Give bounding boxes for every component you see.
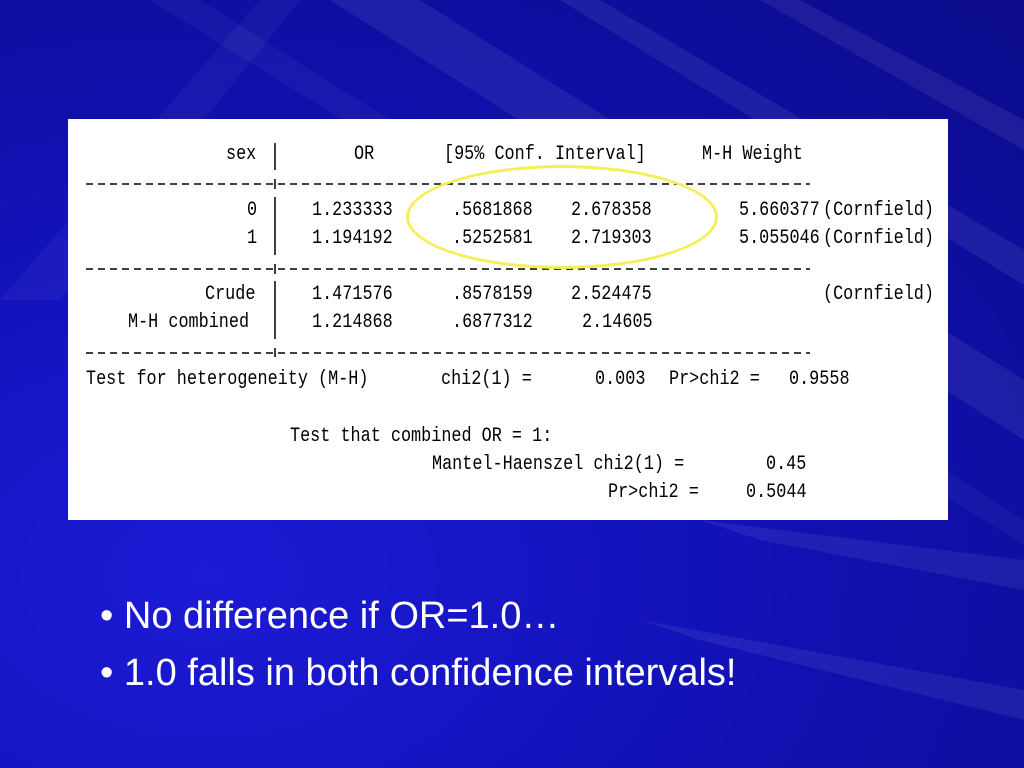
header-conf-interval: [95% Conf. Interval] xyxy=(444,143,646,166)
confidence-interval-highlight xyxy=(406,165,718,269)
bullet-glyph: • xyxy=(100,595,114,637)
header-mh-weight: M-H Weight xyxy=(702,143,803,166)
bullet-glyph: • xyxy=(100,652,114,694)
row-weight: 5.660377 xyxy=(739,199,820,222)
bullet-list: • No difference if OR=1.0… • 1.0 falls i… xyxy=(100,588,980,702)
bullet-text: No difference if OR=1.0… xyxy=(123,595,560,637)
row-ci-low: .8578159 xyxy=(452,283,533,306)
heterogeneity-stat-value: 0.003 xyxy=(595,368,646,391)
header-sex: sex xyxy=(226,143,257,166)
heterogeneity-p-label: Pr>chi2 = xyxy=(669,368,760,391)
bullet-item: • No difference if OR=1.0… xyxy=(100,588,980,645)
row-weight: 5.055046 xyxy=(739,227,820,250)
row-method: (Cornfield) xyxy=(823,227,934,250)
heterogeneity-p-value: 0.9558 xyxy=(789,368,850,391)
row-or: 1.233333 xyxy=(312,199,393,222)
row-ci-high: 2.524475 xyxy=(571,283,652,306)
header-or: OR xyxy=(354,143,375,166)
row-method: (Cornfield) xyxy=(823,199,934,222)
combined-test-title: Test that combined OR = 1: xyxy=(290,425,553,448)
row-ci-low: .6877312 xyxy=(452,311,533,334)
heterogeneity-stat-label: chi2(1) = xyxy=(441,368,532,391)
row-or: 1.471576 xyxy=(312,283,393,306)
row-ci-high: 2.14605 xyxy=(582,311,653,334)
row-label: 0 xyxy=(247,199,258,222)
bullet-item: • 1.0 falls in both confidence intervals… xyxy=(100,645,980,702)
row-or: 1.194192 xyxy=(312,227,393,250)
row-method: (Cornfield) xyxy=(823,283,934,306)
row-or: 1.214868 xyxy=(312,311,393,334)
mh-p-label: Pr>chi2 = xyxy=(608,481,699,504)
mh-chi2-value: 0.45 xyxy=(766,453,807,476)
mh-chi2-label: Mantel-Haenszel chi2(1) = xyxy=(432,453,685,476)
mh-p-value: 0.5044 xyxy=(746,481,807,504)
row-label: M-H combined xyxy=(128,311,250,334)
row-label: Crude xyxy=(205,283,256,306)
bullet-text: 1.0 falls in both confidence intervals! xyxy=(123,652,737,694)
table-rule-lines xyxy=(86,143,810,357)
heterogeneity-label: Test for heterogeneity (M-H) xyxy=(86,368,369,391)
stata-output-panel: sex OR [95% Conf. Interval] M-H Weight 0… xyxy=(68,119,948,520)
row-label: 1 xyxy=(247,227,258,250)
